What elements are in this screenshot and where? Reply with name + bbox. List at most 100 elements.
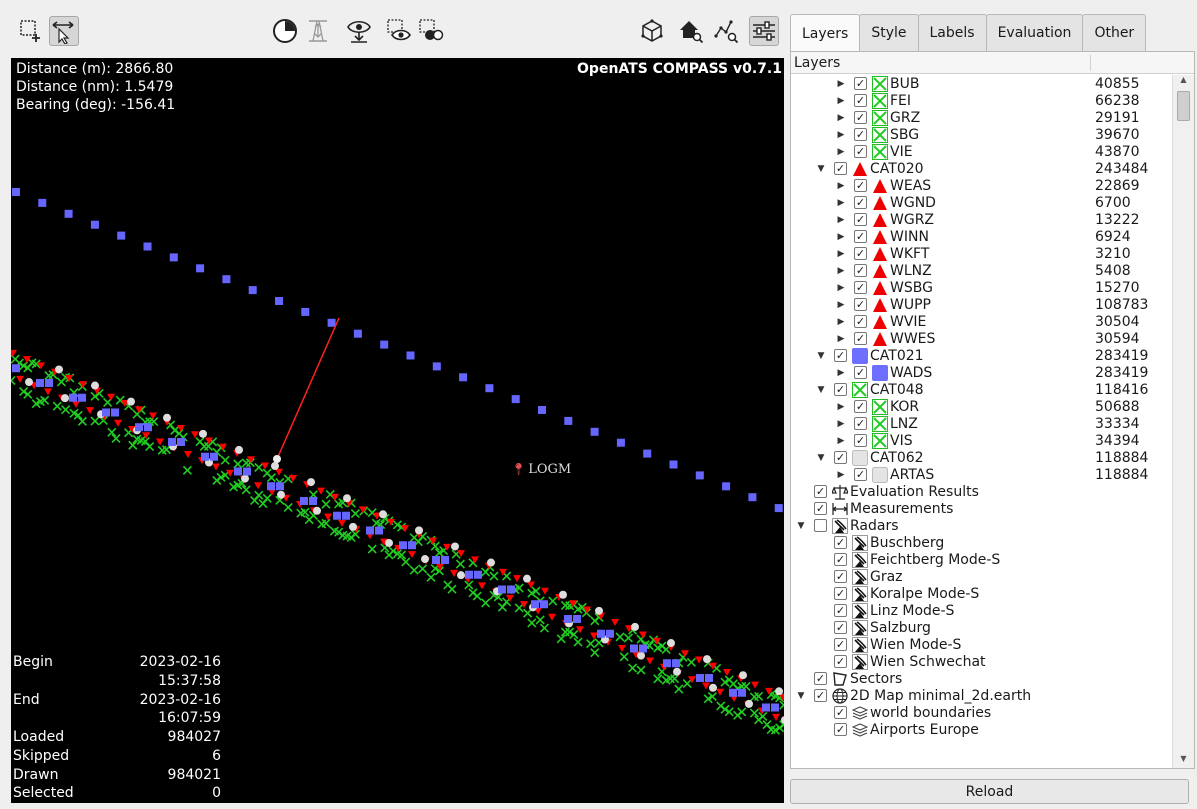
altitude-filter-button[interactable] bbox=[303, 16, 333, 46]
tree-row-radars[interactable]: ▼ Radars bbox=[791, 517, 1172, 534]
tree-row-measurements[interactable]: ✓ Measurements bbox=[791, 500, 1172, 517]
tree-row-vis[interactable]: ▶ ✓ VIS 34394 bbox=[791, 432, 1172, 449]
tree-row-wkft[interactable]: ▶ ✓ WKFT 3210 bbox=[791, 245, 1172, 262]
layer-checkbox[interactable]: ✓ bbox=[854, 366, 867, 379]
layer-checkbox[interactable]: ✓ bbox=[854, 213, 867, 226]
tree-row-cat048[interactable]: ▼ ✓ CAT048 118416 bbox=[791, 381, 1172, 398]
tree-row-wgnd[interactable]: ▶ ✓ WGND 6700 bbox=[791, 194, 1172, 211]
layer-checkbox[interactable]: ✓ bbox=[834, 655, 847, 668]
layer-checkbox[interactable]: ✓ bbox=[854, 434, 867, 447]
expand-arrow-icon[interactable]: ▶ bbox=[837, 214, 845, 225]
layer-checkbox[interactable]: ✓ bbox=[814, 502, 827, 515]
layer-checkbox[interactable]: ✓ bbox=[834, 638, 847, 651]
tree-row-wvie[interactable]: ▶ ✓ WVIE 30504 bbox=[791, 313, 1172, 330]
tree-row-winn[interactable]: ▶ ✓ WINN 6924 bbox=[791, 228, 1172, 245]
layer-checkbox[interactable]: ✓ bbox=[854, 111, 867, 124]
tree-row-world-boundaries[interactable]: ✓ world boundaries bbox=[791, 704, 1172, 721]
layer-checkbox[interactable]: ✓ bbox=[854, 128, 867, 141]
tree-row-wgrz[interactable]: ▶ ✓ WGRZ 13222 bbox=[791, 211, 1172, 228]
layer-tree[interactable]: Layers ▶ ✓ BUB 40855 ▶ ✓ FEI 66238 ▶ ✓ GRZ 29191 ▶ ✓ S… bbox=[790, 51, 1195, 769]
expand-arrow-icon[interactable]: ▶ bbox=[837, 299, 845, 310]
tab-style[interactable]: Style bbox=[859, 14, 919, 51]
settings-button[interactable] bbox=[749, 16, 779, 46]
layer-checkbox[interactable]: ✓ bbox=[854, 332, 867, 345]
tree-row-vie[interactable]: ▶ ✓ VIE 43870 bbox=[791, 143, 1172, 160]
tree-row-fei[interactable]: ▶ ✓ FEI 66238 bbox=[791, 92, 1172, 109]
select-label-button[interactable] bbox=[416, 16, 446, 46]
layer-checkbox[interactable]: ✓ bbox=[834, 621, 847, 634]
tree-row-sectors[interactable]: ✓ Sectors bbox=[791, 670, 1172, 687]
layer-checkbox[interactable]: ✓ bbox=[834, 383, 847, 396]
tree-row-wwes[interactable]: ▶ ✓ WWES 30594 bbox=[791, 330, 1172, 347]
tab-layers[interactable]: Layers bbox=[790, 14, 861, 52]
collapse-arrow-icon[interactable]: ▼ bbox=[817, 384, 825, 395]
expand-arrow-icon[interactable]: ▶ bbox=[837, 78, 845, 89]
layer-checkbox[interactable]: ✓ bbox=[854, 264, 867, 277]
layer-checkbox[interactable]: ✓ bbox=[834, 587, 847, 600]
tree-row-cat062[interactable]: ▼ ✓ CAT062 118884 bbox=[791, 449, 1172, 466]
tree-scrollbar[interactable]: ▲ ▼ bbox=[1172, 75, 1194, 768]
tree-row-2d-map-minimal-2d-earth[interactable]: ▼ ✓ 2D Map minimal_2d.earth bbox=[791, 687, 1172, 704]
tree-row-buschberg[interactable]: ✓ Buschberg bbox=[791, 534, 1172, 551]
collapse-arrow-icon[interactable]: ▼ bbox=[797, 520, 805, 531]
scroll-down-icon[interactable]: ▼ bbox=[1180, 754, 1187, 763]
layer-checkbox[interactable]: ✓ bbox=[854, 94, 867, 107]
layer-checkbox[interactable]: ✓ bbox=[834, 604, 847, 617]
select-rectangle-button[interactable] bbox=[16, 16, 46, 46]
tree-row-evaluation-results[interactable]: ✓ Evaluation Results bbox=[791, 483, 1172, 500]
layer-checkbox[interactable]: ✓ bbox=[834, 451, 847, 464]
collapse-arrow-icon[interactable]: ▼ bbox=[817, 350, 825, 361]
time-filter-button[interactable] bbox=[270, 16, 300, 46]
map-view[interactable]: Distance (m): 2866.80 Distance (nm): 1.5… bbox=[11, 58, 784, 803]
view-point-button[interactable] bbox=[384, 16, 414, 46]
layer-checkbox[interactable]: ✓ bbox=[854, 230, 867, 243]
reset-view-button[interactable] bbox=[637, 16, 667, 46]
layer-checkbox[interactable]: ✓ bbox=[854, 145, 867, 158]
navigate-button[interactable] bbox=[49, 16, 79, 46]
layer-checkbox[interactable]: ✓ bbox=[854, 179, 867, 192]
expand-arrow-icon[interactable]: ▶ bbox=[837, 180, 845, 191]
expand-arrow-icon[interactable]: ▶ bbox=[837, 367, 845, 378]
tree-row-airports-europe[interactable]: ✓ Airports Europe bbox=[791, 721, 1172, 738]
layer-checkbox[interactable]: ✓ bbox=[834, 349, 847, 362]
tree-row-cat021[interactable]: ▼ ✓ CAT021 283419 bbox=[791, 347, 1172, 364]
layer-checkbox[interactable]: ✓ bbox=[834, 536, 847, 549]
tree-row-wlnz[interactable]: ▶ ✓ WLNZ 5408 bbox=[791, 262, 1172, 279]
scroll-thumb[interactable] bbox=[1177, 91, 1190, 121]
layer-checkbox[interactable] bbox=[814, 519, 827, 532]
layer-checkbox[interactable]: ✓ bbox=[834, 706, 847, 719]
layer-checkbox[interactable]: ✓ bbox=[854, 315, 867, 328]
zoom-home-button[interactable] bbox=[676, 16, 706, 46]
layer-checkbox[interactable]: ✓ bbox=[834, 553, 847, 566]
expand-arrow-icon[interactable]: ▶ bbox=[837, 418, 845, 429]
zoom-data-button[interactable] bbox=[711, 16, 741, 46]
layer-checkbox[interactable]: ✓ bbox=[814, 689, 827, 702]
tree-row-weas[interactable]: ▶ ✓ WEAS 22869 bbox=[791, 177, 1172, 194]
tree-row-wsbg[interactable]: ▶ ✓ WSBG 15270 bbox=[791, 279, 1172, 296]
tree-row-artas[interactable]: ▶ ✓ ARTAS 118884 bbox=[791, 466, 1172, 483]
tab-labels[interactable]: Labels bbox=[917, 14, 987, 51]
expand-arrow-icon[interactable]: ▶ bbox=[837, 265, 845, 276]
reload-button[interactable]: Reload bbox=[790, 779, 1189, 804]
collapse-arrow-icon[interactable]: ▼ bbox=[797, 690, 805, 701]
tree-row-linz-mode-s[interactable]: ✓ Linz Mode-S bbox=[791, 602, 1172, 619]
collapse-arrow-icon[interactable]: ▼ bbox=[817, 163, 825, 174]
layer-checkbox[interactable]: ✓ bbox=[814, 672, 827, 685]
tree-row-salzburg[interactable]: ✓ Salzburg bbox=[791, 619, 1172, 636]
expand-arrow-icon[interactable]: ▶ bbox=[837, 401, 845, 412]
tree-row-grz[interactable]: ▶ ✓ GRZ 29191 bbox=[791, 109, 1172, 126]
expand-arrow-icon[interactable]: ▶ bbox=[837, 333, 845, 344]
layer-checkbox[interactable]: ✓ bbox=[854, 281, 867, 294]
layer-checkbox[interactable]: ✓ bbox=[854, 77, 867, 90]
tree-row-cat020[interactable]: ▼ ✓ CAT020 243484 bbox=[791, 160, 1172, 177]
layer-checkbox[interactable]: ✓ bbox=[854, 298, 867, 311]
scroll-up-icon[interactable]: ▲ bbox=[1180, 75, 1187, 84]
layer-checkbox[interactable]: ✓ bbox=[834, 570, 847, 583]
expand-arrow-icon[interactable]: ▶ bbox=[837, 316, 845, 327]
expand-arrow-icon[interactable]: ▶ bbox=[837, 146, 845, 157]
airport-marker[interactable]: 📍︎ LOGM bbox=[511, 462, 571, 477]
expand-arrow-icon[interactable]: ▶ bbox=[837, 95, 845, 106]
tree-row-bub[interactable]: ▶ ✓ BUB 40855 bbox=[791, 75, 1172, 92]
expand-arrow-icon[interactable]: ▶ bbox=[837, 129, 845, 140]
expand-arrow-icon[interactable]: ▶ bbox=[837, 248, 845, 259]
